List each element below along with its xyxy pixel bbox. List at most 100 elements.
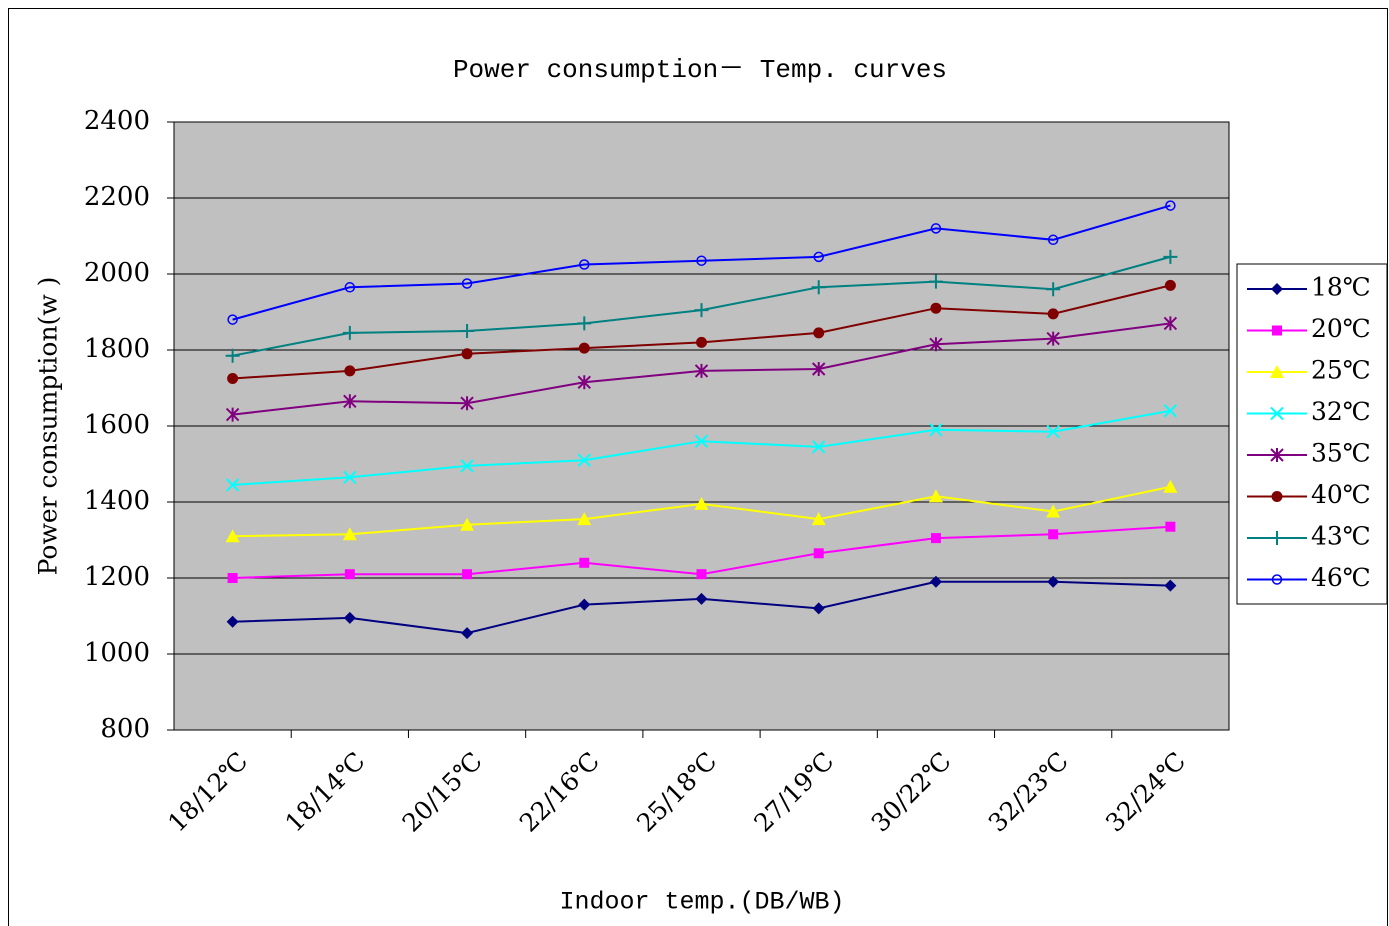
marker: [930, 533, 941, 544]
marker: [227, 314, 238, 325]
marker: [694, 363, 709, 378]
legend-label: 18℃: [1311, 273, 1371, 302]
marker: [1046, 282, 1061, 297]
marker: [227, 373, 239, 384]
marker: [344, 569, 355, 580]
legend-label: 35℃: [1311, 439, 1371, 468]
y-tick-label: 1600: [84, 410, 150, 440]
marker: [578, 342, 590, 354]
marker: [1271, 574, 1283, 585]
marker: [1048, 529, 1059, 540]
legend-box: [1236, 263, 1388, 605]
marker: [577, 453, 591, 467]
marker: [1046, 504, 1061, 518]
marker: [343, 611, 356, 624]
marker: [929, 575, 942, 588]
x-axis-label: Indoor temp.(DB/WB): [559, 888, 844, 917]
marker: [1046, 424, 1060, 439]
series-line: [232, 204, 1171, 321]
marker: [1163, 249, 1178, 264]
marker: [694, 434, 709, 448]
marker: [460, 324, 475, 338]
marker: [813, 548, 824, 559]
marker: [812, 602, 825, 615]
marker: [1164, 279, 1176, 291]
legend-label: 40℃: [1311, 480, 1371, 509]
y-tick-label: 2400: [84, 106, 150, 136]
marker: [1272, 325, 1282, 336]
marker: [226, 615, 239, 628]
y-tick-label: 1200: [84, 562, 150, 592]
marker: [343, 394, 357, 409]
marker: [344, 365, 356, 377]
marker: [1047, 308, 1059, 320]
marker: [579, 259, 590, 270]
marker: [225, 407, 240, 422]
marker: [1163, 479, 1178, 493]
marker: [812, 440, 826, 454]
marker: [1270, 365, 1284, 378]
legend-label: 25℃: [1311, 356, 1371, 385]
legend-label: 43℃: [1311, 522, 1371, 551]
marker: [225, 348, 240, 363]
marker: [460, 396, 474, 411]
marker: [1163, 404, 1178, 418]
marker: [929, 423, 943, 437]
marker: [577, 375, 591, 390]
chart-title: Power consumption－ Temp. curves: [453, 55, 947, 85]
marker: [1046, 331, 1060, 346]
marker: [579, 557, 590, 568]
marker: [342, 527, 357, 541]
marker: [577, 316, 592, 331]
marker: [694, 496, 709, 510]
marker: [343, 470, 357, 485]
marker: [460, 517, 475, 531]
y-tick-label: 1800: [84, 334, 150, 364]
marker: [696, 336, 707, 348]
marker: [929, 337, 943, 352]
marker: [811, 280, 826, 295]
marker: [930, 223, 942, 234]
marker: [930, 302, 942, 314]
marker: [928, 489, 943, 503]
marker: [695, 592, 708, 605]
marker: [462, 569, 473, 580]
marker: [696, 569, 707, 580]
legend-label: 46℃: [1311, 563, 1371, 592]
y-tick-label: 2200: [84, 182, 150, 212]
marker: [461, 278, 473, 289]
y-tick-label: 2000: [84, 258, 150, 288]
marker: [696, 255, 707, 266]
marker: [694, 303, 709, 318]
marker: [227, 573, 238, 583]
y-tick-label: 800: [100, 714, 150, 744]
y-tick-label: 1000: [84, 638, 150, 668]
marker: [225, 478, 240, 492]
marker: [813, 327, 825, 339]
marker: [577, 512, 592, 526]
y-tick-label: 1400: [84, 486, 150, 516]
marker: [1270, 406, 1284, 421]
marker: [1270, 531, 1284, 545]
marker: [811, 512, 826, 526]
marker: [578, 598, 591, 611]
marker: [1163, 316, 1178, 331]
marker: [813, 251, 824, 263]
marker: [1047, 575, 1060, 588]
marker: [1165, 200, 1176, 211]
marker: [460, 459, 474, 473]
marker: [225, 529, 240, 543]
marker: [1271, 491, 1283, 502]
marker: [1270, 448, 1284, 462]
marker: [1271, 283, 1283, 295]
marker: [1047, 234, 1059, 246]
y-axis-label: Power consumption(w ): [34, 277, 63, 576]
marker: [1165, 521, 1176, 532]
marker: [342, 325, 357, 340]
legend-label: 32℃: [1311, 397, 1371, 426]
plot-border: [173, 121, 1230, 731]
marker: [1164, 579, 1177, 592]
marker: [461, 348, 473, 360]
legend-label: 20℃: [1311, 314, 1371, 343]
